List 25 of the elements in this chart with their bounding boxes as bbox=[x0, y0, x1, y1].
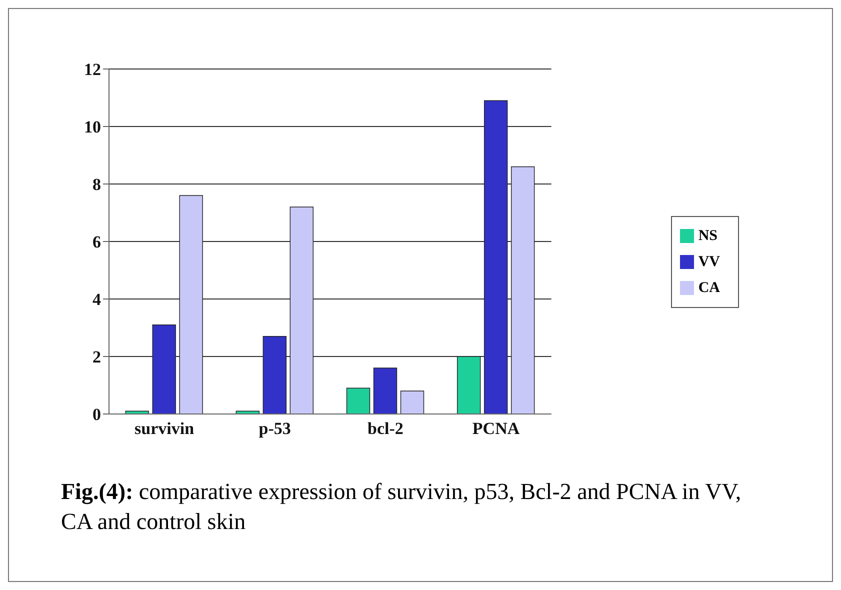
bar bbox=[179, 195, 203, 414]
y-tick-label: 2 bbox=[92, 348, 101, 367]
x-tick-label: bcl-2 bbox=[368, 419, 404, 438]
y-tick-label: 12 bbox=[84, 60, 101, 80]
bar bbox=[484, 100, 508, 414]
x-tick-label: p-53 bbox=[258, 419, 291, 438]
y-tick-label: 6 bbox=[92, 232, 101, 252]
bar bbox=[373, 368, 398, 414]
text: Fig.(4): comparative expression of survivin, p53, Bcl-2 and PCNA in VV, CA and control skin bbox=[61, 479, 742, 534]
bar bbox=[510, 166, 535, 414]
bar bbox=[400, 390, 424, 414]
legend-label: VV bbox=[698, 254, 720, 270]
x-tick-label: PCNA bbox=[472, 419, 520, 438]
bar bbox=[456, 356, 481, 414]
bar bbox=[152, 324, 176, 414]
legend-label: CA bbox=[698, 280, 720, 296]
y-tick-label: 10 bbox=[84, 118, 101, 137]
bar bbox=[290, 206, 314, 414]
bar bbox=[262, 336, 287, 414]
y-tick-label: 4 bbox=[92, 290, 102, 310]
y-tick-label: 0 bbox=[92, 405, 101, 424]
bar bbox=[346, 388, 370, 414]
y-tick-label: 8 bbox=[92, 175, 101, 194]
x-tick-label: survivin bbox=[134, 419, 195, 438]
legend-label: NS bbox=[698, 228, 718, 244]
